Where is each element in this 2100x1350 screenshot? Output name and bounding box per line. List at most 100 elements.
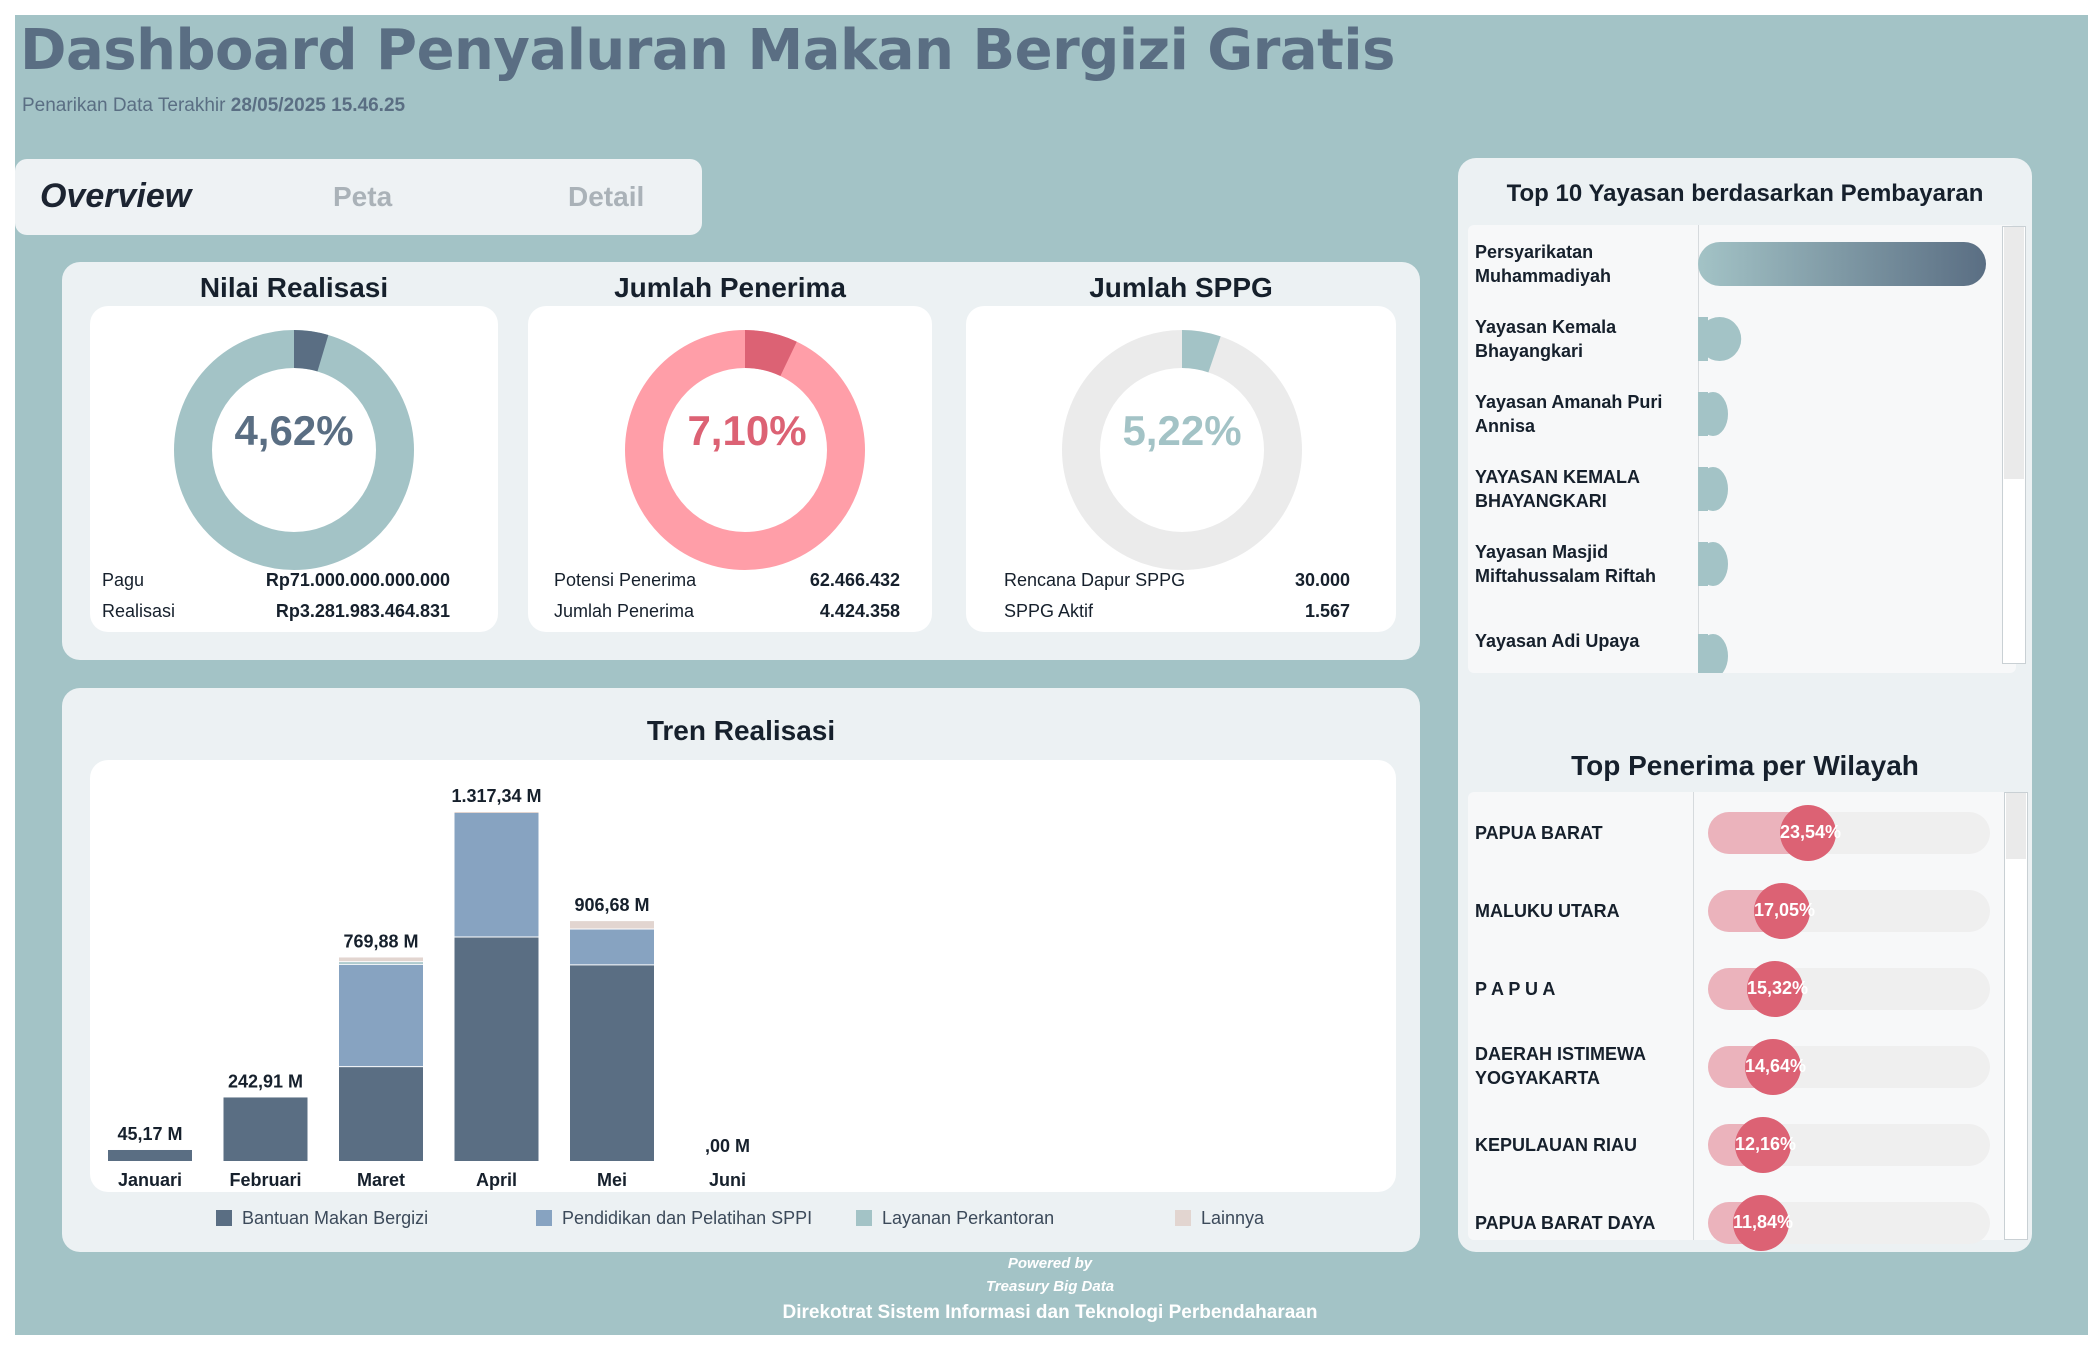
wilayah-marker[interactable] (1735, 1117, 1791, 1173)
legend-swatch (216, 1210, 232, 1226)
top-wilayah-list (1468, 792, 2016, 1240)
bar-total-label: 242,91 M (228, 1071, 303, 1091)
donut-value-arc (625, 330, 865, 570)
trend-legend-item[interactable]: Pendidikan dan Pelatihan SPPI (536, 1208, 812, 1229)
bar-total-label: ,00 M (705, 1136, 750, 1156)
yayasan-name: Yayasan Kemala Bhayangkari (1475, 317, 1617, 361)
bar-segment[interactable] (454, 937, 539, 1161)
page-title: Dashboard Penyaluran Makan Bergizi Grati… (20, 18, 1395, 83)
wilayah-marker[interactable] (1780, 805, 1836, 861)
wilayah-percent: 11,84% (1733, 1212, 1794, 1232)
donut-value-arc (174, 330, 414, 570)
yayasan-bar-base (1698, 542, 1708, 586)
donut-chart (625, 330, 865, 570)
last-pull-value: 28/05/2025 15.46.25 (230, 95, 406, 116)
row-value: Rp3.281.983.464.831 (275, 601, 450, 621)
yayasan-name: Yayasan Adi Upaya (1475, 631, 1640, 651)
footer-powered: Powered by (1007, 1255, 1093, 1272)
trend-legend-item[interactable]: Bantuan Makan Bergizi (216, 1208, 428, 1229)
legend-swatch (856, 1210, 872, 1226)
wilayah-marker[interactable] (1754, 883, 1810, 939)
scrollbar-thumb[interactable] (2004, 227, 2024, 479)
row-label: Realisasi (102, 601, 176, 621)
yayasan-name: Yayasan Masjid Miftahussalam Riftah (1475, 542, 1657, 586)
bar-segment[interactable] (108, 1149, 192, 1161)
tab-peta[interactable]: Peta (333, 181, 393, 212)
last-pull-info: Penarikan Data Terakhir 28/05/2025 15.46… (22, 95, 405, 117)
donut-chart (1062, 330, 1302, 570)
x-tick-label: Februari (229, 1170, 301, 1190)
legend-label: Layanan Perkantoran (882, 1208, 1055, 1228)
wilayah-marker[interactable] (1747, 961, 1803, 1017)
top-yayasan-title: Top 10 Yayasan berdasarkan Pembayaran (1506, 180, 1984, 207)
wilayah-scrollbar[interactable] (2004, 792, 2028, 1240)
kpi-title: Jumlah Penerima (614, 272, 846, 303)
wilayah-name: MALUKU UTARA (1475, 901, 1620, 921)
wilayah-name: DAERAH ISTIMEWA YOGYAKARTA (1475, 1044, 1646, 1088)
wilayah-percent: 15,32% (1747, 978, 1809, 998)
x-tick-label: Maret (357, 1170, 405, 1190)
donut-chart (174, 330, 414, 570)
yayasan-divider (1698, 225, 1699, 665)
wilayah-name: P A P U A (1475, 979, 1556, 999)
row-label: Potensi Penerima (554, 570, 697, 590)
bar-total-label: 906,68 M (574, 895, 649, 915)
kpi-nilai-realisasi: Nilai Realisasi 4,62% Pagu Rp71.000.000.… (90, 262, 498, 632)
bar-total-label: 769,88 M (343, 931, 418, 951)
bar-segment[interactable] (570, 921, 654, 929)
row-value: 62.466.432 (809, 570, 900, 590)
bar-total-label: 1.317,34 M (451, 786, 541, 806)
legend-swatch (536, 1210, 552, 1226)
bar-segment[interactable] (339, 957, 423, 962)
yayasan-name: Persyarikatan Muhammadiyah (1475, 242, 1612, 286)
wilayah-divider (1693, 792, 1694, 1240)
bar-segment[interactable] (223, 1097, 308, 1161)
kpi-jumlah-sppg: Jumlah SPPG 5,22% Rencana Dapur SPPG 30.… (966, 262, 1396, 632)
row-value: 1.567 (1304, 601, 1350, 621)
legend-label: Lainnya (1201, 1208, 1265, 1228)
row-label: Pagu (102, 570, 145, 590)
x-tick-label: Mei (597, 1170, 627, 1190)
row-value: 4.424.358 (819, 601, 900, 621)
yayasan-bar[interactable] (1698, 317, 1742, 361)
legend-label: Bantuan Makan Bergizi (242, 1208, 429, 1228)
tab-overview[interactable]: Overview (40, 177, 192, 215)
tab-bar: Overview Peta Detail (15, 159, 702, 235)
wilayah-percent: 12,16% (1735, 1134, 1797, 1154)
yayasan-bar-chart (1698, 242, 1986, 673)
row-label: SPPG Aktif (1004, 601, 1094, 621)
donut-percent: 4,62% (234, 407, 354, 454)
yayasan-bar[interactable] (1698, 242, 1986, 286)
kpi-title: Jumlah SPPG (1089, 272, 1273, 303)
wilayah-percent: 14,64% (1745, 1056, 1807, 1076)
bar-segment[interactable] (454, 812, 539, 937)
yayasan-scrollbar[interactable] (2002, 226, 2026, 664)
bar-segment[interactable] (339, 1067, 423, 1161)
legend-swatch (1175, 1210, 1191, 1226)
x-tick-label: Juni (709, 1170, 746, 1190)
x-tick-label: Januari (118, 1170, 182, 1190)
bar-segment[interactable] (339, 964, 423, 1067)
trend-legend-item[interactable]: Lainnya (1175, 1208, 1264, 1229)
wilayah-percent: 17,05% (1754, 900, 1816, 920)
bar-segment[interactable] (570, 929, 654, 965)
bar-segment[interactable] (570, 965, 654, 1161)
row-label: Rencana Dapur SPPG (1004, 570, 1186, 590)
footer-brand: Treasury Big Data (985, 1278, 1115, 1295)
donut-percent: 7,10% (687, 407, 807, 454)
bar-segment[interactable] (339, 962, 423, 964)
donut-percent: 5,22% (1122, 407, 1242, 454)
wilayah-marker[interactable] (1733, 1195, 1789, 1251)
scrollbar-thumb[interactable] (2006, 793, 2026, 859)
last-pull-label: Penarikan Data Terakhir (22, 95, 226, 116)
yayasan-bar-base (1698, 634, 1708, 673)
yayasan-name: Yayasan Amanah Puri Annisa (1475, 392, 1663, 436)
bar-segment[interactable] (454, 812, 539, 813)
tab-detail[interactable]: Detail (568, 181, 645, 212)
wilayah-marker[interactable] (1745, 1039, 1801, 1095)
trend-legend-item[interactable]: Layanan Perkantoran (856, 1208, 1054, 1229)
donut-value-arc (1062, 330, 1302, 570)
row-label: Jumlah Penerima (554, 601, 695, 621)
wilayah-name: KEPULAUAN RIAU (1475, 1135, 1637, 1155)
yayasan-bar-base (1698, 467, 1708, 511)
